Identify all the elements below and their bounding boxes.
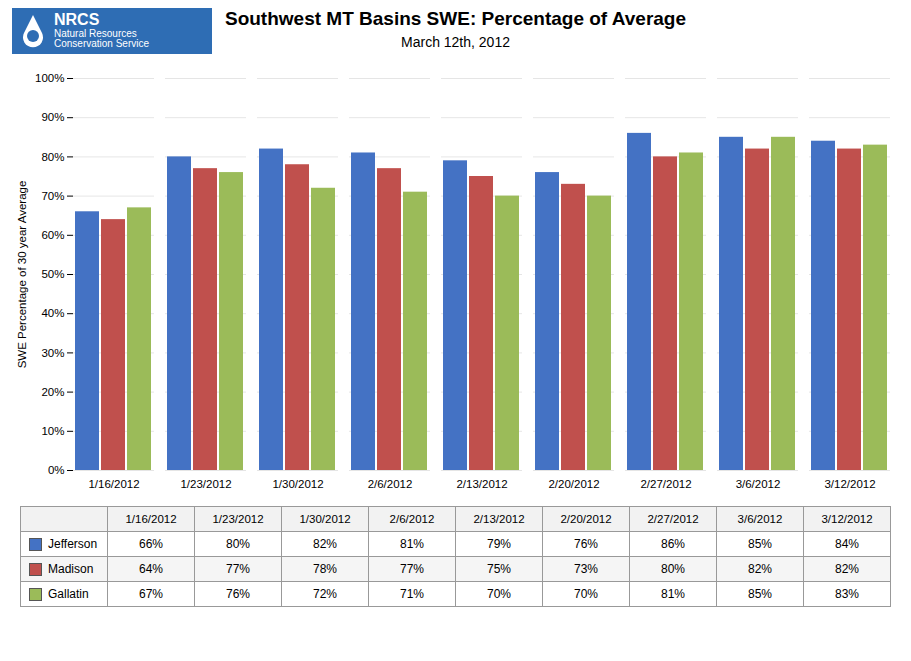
html-text:81%: 81% bbox=[400, 537, 424, 551]
html-text:83%: 83% bbox=[835, 587, 859, 601]
html-text:Conservation Service: Conservation Service bbox=[54, 38, 149, 50]
html-text:75%: 75% bbox=[487, 562, 511, 576]
html-text:81%: 81% bbox=[661, 587, 685, 601]
html-text:Gallatin: Gallatin bbox=[48, 586, 89, 601]
html-text:71%: 71% bbox=[400, 587, 424, 601]
html-text:1/23/2012: 1/23/2012 bbox=[212, 513, 264, 525]
html-text:1/16/2012: 1/16/2012 bbox=[125, 513, 177, 525]
html-text:70%: 70% bbox=[574, 587, 598, 601]
svg-text:70%: 70% bbox=[41, 190, 64, 202]
html-text:86%: 86% bbox=[661, 537, 685, 551]
html-text:85%: 85% bbox=[748, 587, 772, 601]
html-text:78%: 78% bbox=[313, 562, 337, 576]
html-text:3/6/2012: 3/6/2012 bbox=[737, 513, 783, 525]
svg-text:0%: 0% bbox=[48, 464, 65, 476]
html-text:Southwest MT Basins SWE: Perce: Southwest MT Basins SWE: Percentage of A… bbox=[225, 8, 686, 29]
svg-text:60%: 60% bbox=[41, 229, 64, 241]
html-text:76%: 76% bbox=[574, 537, 598, 551]
svg-text:1/16/2012: 1/16/2012 bbox=[88, 478, 139, 490]
svg-text:100%: 100% bbox=[35, 72, 64, 84]
svg-text:1/30/2012: 1/30/2012 bbox=[272, 478, 323, 490]
html-text:NRCS: NRCS bbox=[54, 11, 100, 29]
svg-text:3/6/2012: 3/6/2012 bbox=[736, 478, 781, 490]
html-text:March 12th, 2012: March 12th, 2012 bbox=[401, 34, 510, 50]
svg-text:20%: 20% bbox=[41, 386, 64, 398]
svg-text:2/13/2012: 2/13/2012 bbox=[456, 478, 507, 490]
html-text:2/20/2012: 2/20/2012 bbox=[560, 513, 612, 525]
svg-text:80%: 80% bbox=[41, 151, 64, 163]
svg-text:10%: 10% bbox=[41, 425, 64, 437]
html-text:70%: 70% bbox=[487, 587, 511, 601]
html-text:3/12/2012: 3/12/2012 bbox=[821, 513, 873, 525]
svg-text:50%: 50% bbox=[41, 268, 64, 280]
html-text:82%: 82% bbox=[748, 562, 772, 576]
html-text:Jefferson: Jefferson bbox=[48, 536, 98, 551]
html-text:79%: 79% bbox=[487, 537, 511, 551]
svg-text:2/20/2012: 2/20/2012 bbox=[548, 478, 599, 490]
svg-text:2/27/2012: 2/27/2012 bbox=[640, 478, 691, 490]
html-text:77%: 77% bbox=[226, 562, 250, 576]
html-text:85%: 85% bbox=[748, 537, 772, 551]
html-text:80%: 80% bbox=[226, 537, 250, 551]
html-text:64%: 64% bbox=[139, 562, 163, 576]
html-text:2/6/2012: 2/6/2012 bbox=[389, 513, 435, 525]
svg-text:30%: 30% bbox=[41, 347, 64, 359]
svg-text:2/6/2012: 2/6/2012 bbox=[368, 478, 413, 490]
svg-text:40%: 40% bbox=[41, 307, 64, 319]
html-text:76%: 76% bbox=[226, 587, 250, 601]
html-text:2/27/2012: 2/27/2012 bbox=[647, 513, 699, 525]
html-text:82%: 82% bbox=[313, 537, 337, 551]
html-text:Madison: Madison bbox=[48, 561, 94, 576]
html-text:Natural Resources: Natural Resources bbox=[54, 27, 137, 39]
html-text:73%: 73% bbox=[574, 562, 598, 576]
html-text:66%: 66% bbox=[139, 537, 163, 551]
html-text:84%: 84% bbox=[835, 537, 859, 551]
html-text:72%: 72% bbox=[313, 587, 337, 601]
html-text:82%: 82% bbox=[835, 562, 859, 576]
html-text:67%: 67% bbox=[139, 587, 163, 601]
html-text:1/30/2012: 1/30/2012 bbox=[299, 513, 351, 525]
html-text:2/13/2012: 2/13/2012 bbox=[473, 513, 525, 525]
svg-text:90%: 90% bbox=[41, 111, 64, 123]
html-text:77%: 77% bbox=[400, 562, 424, 576]
html-text:80%: 80% bbox=[661, 562, 685, 576]
svg-text:1/23/2012: 1/23/2012 bbox=[180, 478, 231, 490]
svg-text:3/12/2012: 3/12/2012 bbox=[824, 478, 875, 490]
svg-text:SWE Percentage of 30 year Aver: SWE Percentage of 30 year Average bbox=[16, 181, 28, 369]
